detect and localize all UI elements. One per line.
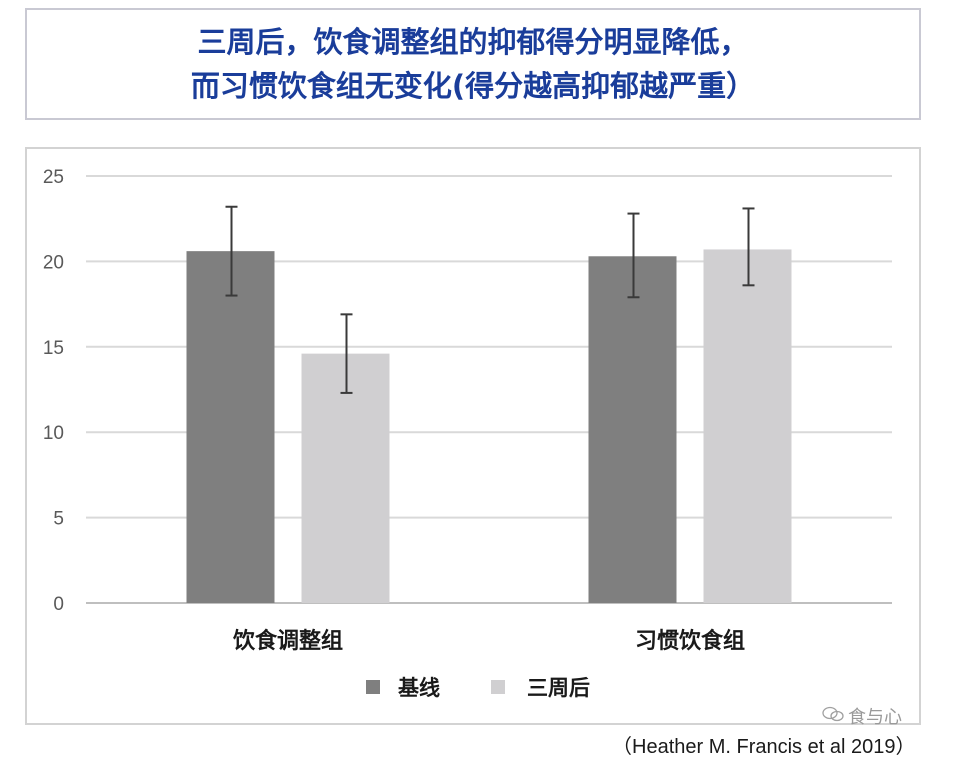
category-label: 习惯饮食组 — [635, 628, 745, 654]
y-tick-label: 0 — [53, 594, 64, 615]
chart-title-box: 三周后，饮食调整组的抑郁得分明显降低， 而习惯饮食组无变化(得分越高抑郁越严重） — [25, 8, 921, 120]
category-label: 饮食调整组 — [232, 628, 343, 654]
y-tick-label: 15 — [43, 338, 64, 359]
title-line-1: 三周后，饮食调整组的抑郁得分明显降低， — [197, 25, 749, 59]
category-labels: 饮食调整组 习惯饮食组 — [232, 628, 745, 654]
title-line-2: 而习惯饮食组无变化(得分越高抑郁越严重） — [190, 69, 756, 103]
bar-week3-1 — [703, 249, 792, 603]
bars — [186, 249, 792, 604]
y-tick-label: 5 — [53, 509, 64, 530]
error-bars — [225, 205, 755, 394]
legend-label: 三周后 — [527, 676, 590, 700]
bar-baseline-0 — [186, 251, 275, 604]
legend: 基线 三周后 — [366, 676, 590, 700]
watermark: 食与心 — [848, 707, 902, 728]
legend-label: 基线 — [398, 676, 440, 700]
y-axis-ticks: 0 5 10 15 20 25 — [43, 167, 64, 615]
bar-baseline-1 — [588, 256, 677, 603]
y-tick-label: 25 — [43, 167, 64, 188]
y-tick-label: 20 — [43, 252, 64, 273]
y-tick-label: 10 — [43, 423, 64, 444]
wechat-icon — [822, 706, 844, 722]
legend-swatch — [366, 680, 380, 694]
legend-swatch — [491, 680, 505, 694]
source-citation: （Heather M. Francis et al 2019） — [612, 736, 916, 758]
chart-frame — [25, 147, 921, 725]
bar-week3-0 — [301, 353, 390, 603]
